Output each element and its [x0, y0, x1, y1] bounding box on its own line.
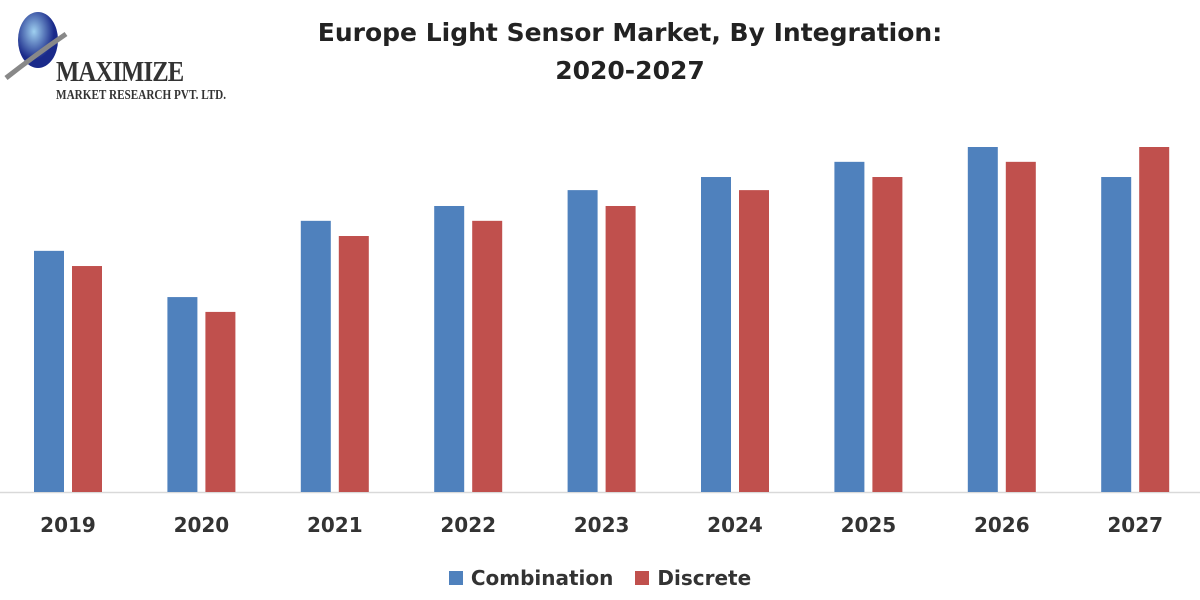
- bar-combination-2021: [300, 220, 331, 492]
- legend-swatch: [635, 571, 650, 585]
- globe-icon: [4, 12, 68, 80]
- bar-combination-2025: [834, 161, 865, 492]
- bar-combination-2023: [567, 190, 598, 492]
- bar-combination-2020: [167, 297, 198, 492]
- bar-discrete-2025: [872, 177, 903, 492]
- bar-discrete-2019: [72, 266, 102, 492]
- bar-discrete-2021: [338, 236, 369, 492]
- title-line-1: Europe Light Sensor Market, By Integrati…: [317, 18, 943, 47]
- bar-combination-2019: [34, 250, 64, 492]
- legend: Combination Discrete: [0, 566, 1200, 590]
- x-tick-label: 2023: [574, 513, 630, 537]
- bar-discrete-2024: [739, 190, 769, 492]
- x-tick-label: 2027: [1107, 513, 1163, 537]
- legend-label: Discrete: [657, 566, 752, 590]
- bar-discrete-2020: [205, 311, 236, 492]
- x-tick-label: 2021: [307, 513, 363, 537]
- x-tick-label: 2024: [707, 513, 763, 537]
- x-tick-label: 2025: [841, 513, 897, 537]
- legend-swatch: [448, 571, 463, 585]
- bar-combination-2026: [967, 147, 998, 492]
- bar-discrete-2023: [605, 205, 636, 492]
- legend-item-combination: Combination: [448, 566, 614, 590]
- logo-subtitle: MARKET RESEARCH PVT. LTD.: [56, 88, 227, 103]
- bar-combination-2024: [701, 177, 731, 492]
- x-tick-label: 2026: [974, 513, 1030, 537]
- logo-name: MAXIMIZE: [56, 56, 184, 88]
- title-line-2: 2020-2027: [555, 56, 705, 85]
- bar-combination-2022: [434, 205, 465, 492]
- bar-discrete-2027: [1139, 147, 1170, 492]
- x-tick-label: 2022: [440, 513, 496, 537]
- x-tick-label: 2020: [174, 513, 230, 537]
- bar-discrete-2022: [472, 220, 503, 492]
- chart-title: Europe Light Sensor Market, By Integrati…: [300, 14, 960, 90]
- x-tick-label: 2019: [40, 513, 96, 537]
- bar-discrete-2026: [1005, 161, 1036, 492]
- bar-combination-2027: [1101, 177, 1132, 492]
- logo: MAXIMIZE MARKET RESEARCH PVT. LTD.: [4, 6, 254, 106]
- legend-label: Combination: [470, 566, 614, 590]
- legend-item-discrete: Discrete: [635, 566, 751, 590]
